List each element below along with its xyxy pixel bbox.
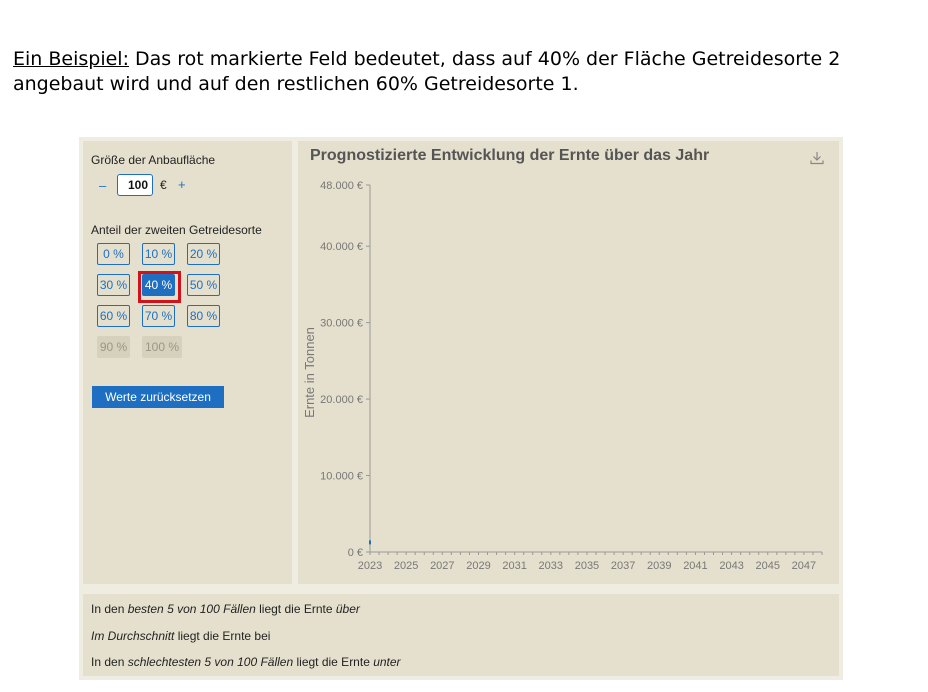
chart-panel: Prognostizierte Entwicklung der Ernte üb…: [298, 141, 839, 584]
percent-button-100: 100 %: [142, 336, 182, 358]
summary-worst-d: unter: [373, 655, 401, 669]
y-axis-label: Ernte in Tonnen: [302, 327, 317, 418]
x-tick-label: 2037: [611, 560, 635, 572]
decrement-button[interactable]: –: [99, 178, 107, 193]
y-tick-label: 0 €: [348, 547, 363, 559]
series-point: [369, 540, 371, 545]
y-tick-label: 10.000 €: [320, 471, 363, 483]
reset-button[interactable]: Werte zurücksetzen: [92, 386, 224, 408]
x-tick-label: 2033: [539, 560, 563, 572]
y-tick-label: 48.000 €: [320, 180, 363, 192]
summary-best-d: über: [335, 602, 360, 616]
chart-title: Prognostizierte Entwicklung der Ernte üb…: [310, 147, 710, 164]
selection-highlight: [138, 271, 181, 303]
percent-button-0[interactable]: 0 %: [97, 243, 130, 265]
x-tick-label: 2023: [358, 560, 382, 572]
intro-line-2: angebaut wird und auf den restlichen 60%…: [13, 73, 579, 95]
y-tick-label: 40.000 €: [320, 241, 363, 253]
harvest-chart: 0 € 10.000 € 20.000 € 30.000 € 40.000 € 48.00…: [302, 180, 823, 572]
summary-worst: In den schlechtesten 5 von 100 Fällen li…: [91, 655, 401, 669]
summary-panel: In den besten 5 von 100 Fällen liegt die…: [83, 594, 839, 676]
increment-button[interactable]: +: [178, 177, 186, 192]
x-tick-label: 2039: [647, 560, 671, 572]
percent-button-80[interactable]: 80 %: [187, 305, 220, 327]
download-icon[interactable]: [809, 150, 825, 166]
percent-button-70[interactable]: 70 %: [142, 305, 175, 327]
percent-button-60[interactable]: 60 %: [97, 305, 130, 327]
summary-average-b: liegt die Ernte bei: [174, 629, 271, 643]
intro-lead: Ein Beispiel:: [13, 48, 129, 70]
percent-button-30[interactable]: 30 %: [97, 274, 130, 296]
summary-average-a: Im Durchschnitt: [91, 629, 175, 643]
intro-text: Ein Beispiel: Das rot markierte Feld bed…: [13, 47, 913, 97]
y-tick-label: 20.000 €: [320, 394, 363, 406]
x-tick-label: 2029: [466, 560, 490, 572]
summary-best-c: liegt die Ernte: [255, 602, 336, 616]
x-tick-label: 2035: [575, 560, 599, 572]
summary-best: In den besten 5 von 100 Fällen liegt die…: [91, 602, 360, 616]
percent-button-20[interactable]: 20 %: [187, 243, 220, 265]
x-tick-label: 2045: [756, 560, 780, 572]
percent-button-40[interactable]: 40 %: [142, 274, 175, 296]
summary-best-a: In den: [91, 602, 128, 616]
intro-line-1: Das rot markierte Feld bedeutet, dass au…: [128, 48, 841, 70]
x-tick-label: 2043: [719, 560, 743, 572]
summary-worst-c: liegt die Ernte: [293, 655, 374, 669]
x-tick-label: 2041: [683, 560, 707, 572]
x-tick-label: 2025: [394, 560, 418, 572]
summary-best-b: besten 5 von 100 Fällen: [127, 602, 256, 616]
area-unit: €: [160, 178, 167, 192]
summary-worst-b: schlechtesten 5 von 100 Fällen: [127, 655, 294, 669]
percent-button-50[interactable]: 50 %: [187, 274, 220, 296]
area-label: Größe der Anbaufläche: [91, 153, 216, 167]
y-tick-label: 30.000 €: [320, 318, 363, 330]
area-input[interactable]: [117, 174, 153, 196]
x-tick-label: 2031: [502, 560, 526, 572]
dashboard: Größe der Anbaufläche – € + Anteil der z…: [79, 137, 843, 680]
control-panel: Größe der Anbaufläche – € + Anteil der z…: [83, 141, 292, 584]
x-tick-label: 2027: [430, 560, 454, 572]
x-tick-label: 2047: [792, 560, 816, 572]
percent-button-90: 90 %: [97, 336, 130, 358]
summary-worst-a: In den: [91, 655, 128, 669]
percent-button-10[interactable]: 10 %: [142, 243, 175, 265]
summary-average: Im Durchschnitt liegt die Ernte bei: [91, 629, 270, 643]
share-label: Anteil der zweiten Getreidesorte: [91, 223, 262, 237]
